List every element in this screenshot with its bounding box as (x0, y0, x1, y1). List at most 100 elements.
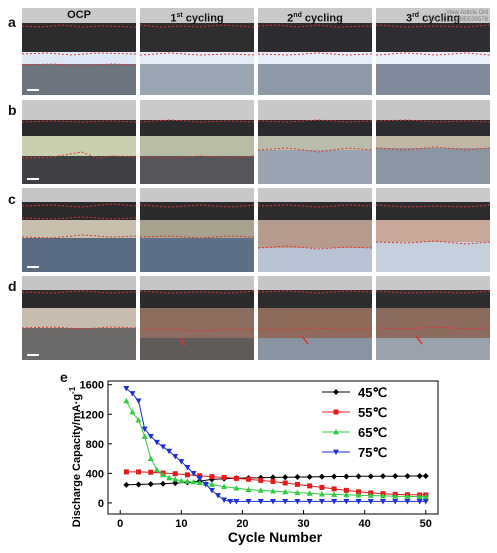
series-line (126, 475, 426, 486)
data-point (135, 398, 142, 404)
data-point (319, 484, 325, 490)
data-point (380, 473, 386, 480)
data-point (245, 486, 252, 493)
data-point (318, 499, 325, 505)
legend-entry: 75℃ (322, 445, 387, 460)
panel-label-d: d (8, 278, 17, 294)
data-point (123, 397, 130, 404)
data-point (153, 439, 160, 446)
data-point (184, 478, 191, 484)
data-point (404, 499, 411, 505)
data-point (136, 469, 142, 475)
micrograph-d-ocp (22, 276, 136, 360)
micrograph-row-a: OCP 1st cycling 2nd cycling (22, 8, 490, 95)
data-point (306, 490, 313, 496)
data-point (221, 483, 228, 490)
data-point (331, 491, 338, 497)
data-point (141, 426, 148, 433)
data-point (392, 493, 399, 499)
data-point (166, 474, 173, 481)
legend-label: 45℃ (358, 385, 387, 400)
data-point (333, 449, 339, 455)
plot-frame (107, 380, 439, 515)
y-axis-label: Discharge Capacity/mA·g-1 (68, 386, 83, 527)
data-point (215, 493, 221, 499)
data-point (208, 487, 215, 494)
data-point (233, 485, 240, 491)
y-tick-label: 1200 (80, 409, 104, 421)
data-point (227, 499, 234, 505)
data-point (270, 474, 276, 481)
y-tick-label: 800 (86, 439, 104, 451)
data-point (333, 389, 339, 395)
data-point (416, 499, 423, 505)
data-point (257, 499, 264, 505)
micrograph-b-ocp (22, 100, 136, 184)
data-point (147, 434, 154, 440)
data-point (367, 473, 374, 480)
data-point (148, 469, 154, 475)
legend-entry: 55℃ (322, 405, 387, 420)
data-point (422, 472, 429, 479)
data-point (245, 499, 252, 505)
chart-axes: 0 10 20 30 40 50 0 400 800 1200 1600 (80, 380, 439, 530)
data-point (404, 493, 411, 499)
data-point (343, 499, 350, 505)
data-point (294, 474, 301, 481)
data-point (160, 471, 166, 478)
data-point (367, 492, 374, 498)
data-point (380, 492, 386, 499)
data-point (160, 480, 166, 487)
data-point (422, 499, 429, 505)
data-point (172, 453, 179, 460)
data-point (233, 475, 239, 481)
data-point (147, 481, 154, 488)
x-tick-label: 40 (359, 518, 371, 530)
scale-bar (27, 266, 39, 268)
data-point (356, 489, 362, 495)
micrograph-d-1st (140, 276, 254, 360)
panel-label-e: e (60, 369, 68, 385)
data-point (123, 385, 130, 392)
data-point (233, 499, 240, 505)
data-point (343, 473, 350, 480)
column-header-1st-cycling: 1st cycling (140, 8, 254, 25)
data-point (333, 429, 339, 435)
data-point (270, 488, 276, 494)
data-point (184, 465, 191, 471)
x-tick-label: 0 (117, 518, 123, 530)
micrograph-b-2nd (258, 100, 372, 184)
micrograph-c-1st (140, 188, 254, 272)
data-point (166, 448, 173, 455)
y-tick-label: 1600 (80, 380, 104, 392)
column-header-ocp: OCP (22, 8, 136, 23)
data-point (196, 479, 203, 485)
panel-label-c: c (8, 191, 16, 207)
data-point (172, 471, 178, 477)
data-point (392, 473, 399, 480)
x-tick-label: 10 (175, 518, 187, 530)
column-header-3rd-cycling: 3rd cycling (376, 8, 490, 25)
data-point (294, 481, 300, 487)
data-point (367, 499, 374, 505)
data-point (333, 409, 339, 415)
data-point (282, 480, 288, 486)
micrograph-row-c (22, 188, 490, 272)
data-point (208, 476, 215, 483)
data-point (208, 481, 215, 487)
data-point (196, 476, 203, 482)
data-point (160, 444, 166, 450)
data-point (343, 491, 350, 498)
data-point (135, 481, 142, 488)
data-point (178, 477, 185, 484)
x-tick-label: 30 (297, 518, 309, 530)
data-point (123, 469, 129, 475)
x-axis-label: Cycle Number (228, 529, 323, 545)
data-point (355, 492, 362, 498)
data-point (282, 488, 289, 495)
data-point (318, 473, 325, 480)
data-point (221, 474, 227, 480)
micrograph-a-1st: 1st cycling (140, 8, 254, 95)
data-point (178, 459, 185, 465)
y-tick-label: 400 (86, 468, 104, 480)
